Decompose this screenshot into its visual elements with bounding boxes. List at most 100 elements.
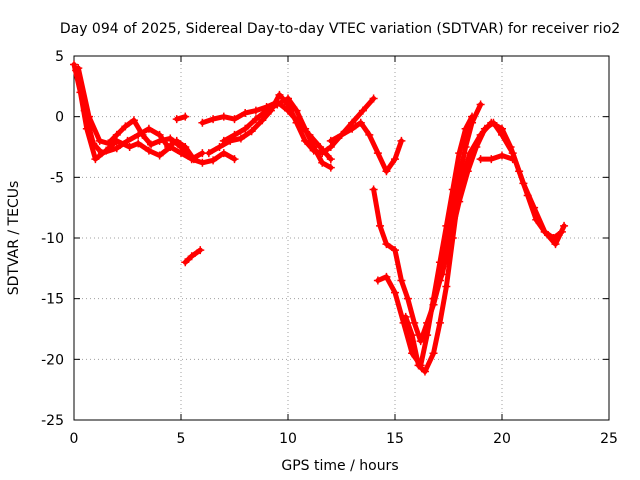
data-point [309,143,318,151]
data-point [560,221,569,230]
data-point [121,122,130,131]
data-point [134,139,143,148]
data-point [476,100,485,109]
data-point [155,151,164,160]
series-sat-k [429,118,569,303]
x-tick-label: 10 [279,431,297,447]
data-point [446,234,455,242]
data-point [438,270,447,279]
data-point [129,116,138,125]
data-point [508,155,517,164]
series-sat-g [326,118,406,176]
data-point [112,130,121,139]
data-point [480,124,489,133]
x-tick-label: 0 [70,431,79,447]
data-point [112,144,121,153]
data-point [326,163,335,172]
data-point [373,149,382,158]
data-point [147,140,156,149]
y-tick-label: 5 [55,49,64,65]
data-point [397,136,406,145]
data-point [219,112,228,121]
data-point [442,221,451,230]
data-point [414,361,423,370]
grid [74,56,609,420]
data-point [397,276,406,285]
data-point [209,115,218,124]
data-point [70,60,78,69]
data-point [230,130,239,139]
data-point [358,106,367,115]
data-point [164,143,173,151]
data-point [166,134,175,143]
data-point [301,124,310,133]
y-axis: -25 -20 -15 -10 -5 0 5 [41,49,609,429]
y-tick-label: -20 [41,352,64,368]
data-point [429,294,438,303]
data-point [97,149,106,158]
data-point [91,155,100,164]
data-point [476,155,485,164]
data-point [219,136,228,145]
x-axis: 0 5 10 15 20 25 [70,56,618,447]
data-point [125,143,134,151]
data-point [196,246,205,255]
data-point [382,167,391,176]
series-sat-m [181,246,205,267]
data-point [356,118,365,127]
data-point [540,227,549,236]
data-point [498,130,506,139]
data-point [369,185,378,194]
series-sat-h [369,100,485,346]
data-point [123,136,132,145]
data-point [489,118,498,127]
data-point [144,124,153,133]
x-tick-label: 5 [177,431,186,447]
x-tick-label: 15 [386,431,404,447]
data-point [326,155,335,164]
series-line [221,96,334,171]
data-point [429,349,438,358]
data-point [187,155,196,164]
data-point [391,288,399,297]
data-point [198,158,207,167]
data-point [401,312,410,321]
data-point [204,149,213,158]
data-point [104,139,113,148]
data-point [84,112,93,121]
y-tick-label: -15 [41,292,64,308]
data-point [420,367,429,376]
data-point [251,106,260,115]
data-point [408,331,417,340]
data-point [181,112,190,121]
data-point [247,127,256,136]
data-point [382,272,391,281]
data-point [435,318,444,327]
data-point [373,276,382,285]
data-point [461,124,470,133]
series-line [478,153,516,162]
data-point [74,64,83,73]
y-tick-label: 0 [55,110,64,126]
series-line [75,65,237,166]
data-point [455,149,464,158]
series-sat-n [172,112,190,124]
data-point [138,130,147,139]
data-point [468,112,477,121]
data-point [369,94,378,103]
data-point [187,252,196,261]
data-point [251,115,260,124]
data-point [155,136,164,145]
data-point [519,179,528,188]
data-point [215,143,224,151]
y-axis-title: SDTVAR / TECUs [6,181,22,296]
data-point [455,197,464,206]
data-point [391,155,399,164]
data-point [382,240,391,249]
data-point [391,246,399,255]
data-point [284,94,292,103]
data-point [262,106,271,115]
data-point [318,158,327,167]
data-point [551,240,560,249]
